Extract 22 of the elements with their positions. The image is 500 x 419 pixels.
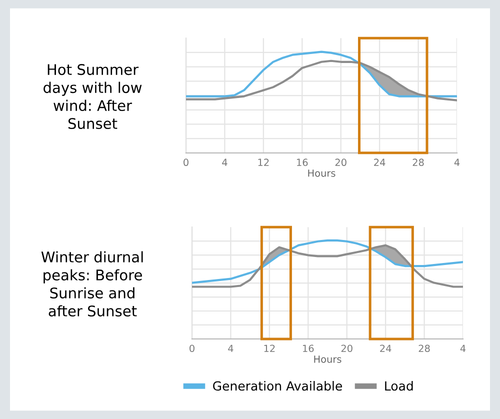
x-tick-label: 28 xyxy=(418,344,430,352)
x-tick-label: 24 xyxy=(374,158,386,166)
x-tick-label: 4 xyxy=(454,158,460,166)
x-axis-title: Hours xyxy=(314,356,342,363)
text: Hot Summer days with low wind: After Sunset xyxy=(44,64,142,130)
x-tick-label: 24 xyxy=(380,344,392,352)
x-tick-label: 20 xyxy=(335,158,346,166)
x-tick-label: 4 xyxy=(222,158,228,166)
x-tick-label: 4 xyxy=(460,344,466,352)
text: Winter diurnal peaks: Before Sunrise and after Sunset xyxy=(41,251,143,316)
x-tick-label: 0 xyxy=(184,158,188,166)
x-tick-label: 28 xyxy=(412,158,424,166)
x-tick-label: 20 xyxy=(341,344,352,352)
legend-label: Load xyxy=(385,380,413,391)
x-tick-label: 12 xyxy=(258,158,269,166)
x-axis-title: Hours xyxy=(308,170,336,177)
x-tick-label: 12 xyxy=(264,344,275,352)
x-tick-label: 4 xyxy=(228,344,234,352)
x-tick-label: 16 xyxy=(303,344,314,352)
legend-label: Generation Available xyxy=(213,380,342,391)
x-tick-label: 0 xyxy=(190,344,194,352)
x-tick-label: 16 xyxy=(297,158,308,166)
